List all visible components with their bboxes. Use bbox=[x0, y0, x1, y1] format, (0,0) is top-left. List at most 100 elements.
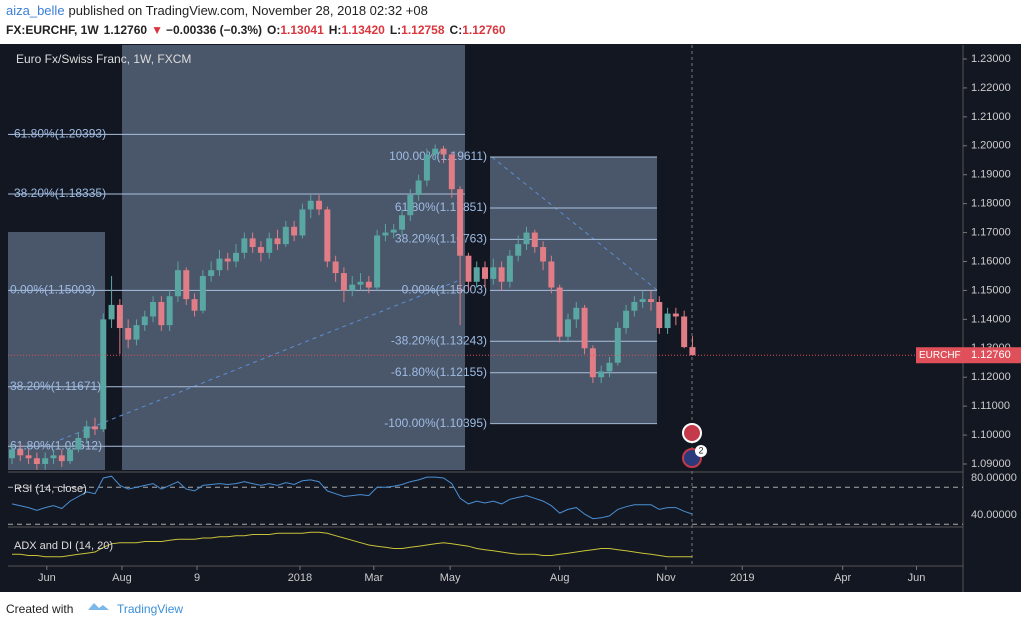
candle-body bbox=[672, 313, 679, 317]
fib-shade bbox=[122, 45, 465, 470]
trend-line bbox=[491, 156, 658, 291]
quote-line: FX:EURCHF, 1W 1.12760 ▼ −0.00336 (−0.3%) O:1… bbox=[6, 23, 506, 37]
candle-body bbox=[91, 426, 98, 430]
y-tick-label: 1.18000 bbox=[971, 198, 1011, 210]
y-tick-label: 1.10000 bbox=[971, 429, 1011, 441]
ohlc-value: 1.12760 bbox=[462, 23, 506, 37]
candle-body bbox=[241, 238, 248, 253]
candle-body bbox=[465, 255, 472, 282]
candle-body bbox=[515, 244, 522, 256]
y-tick-label: 1.12000 bbox=[971, 371, 1011, 383]
last-price: 1.12760 bbox=[971, 349, 1011, 361]
y-tick-label: 1.16000 bbox=[971, 255, 1011, 267]
ohlc-key: C: bbox=[450, 23, 463, 37]
candle-body bbox=[199, 275, 206, 311]
last-price-box bbox=[916, 347, 1021, 364]
fib-label: -38.20%(1.18335) bbox=[10, 186, 106, 200]
candle-body bbox=[67, 449, 74, 462]
candle-body bbox=[33, 458, 40, 465]
candle-body bbox=[17, 449, 24, 456]
rsi-line bbox=[11, 475, 693, 520]
candle-body bbox=[614, 328, 621, 363]
x-tick-label: Jun bbox=[908, 572, 926, 584]
adx-line bbox=[12, 531, 693, 558]
rsi-tick-label: 40.00000 bbox=[971, 509, 1017, 521]
ohlc-key: O: bbox=[267, 23, 280, 37]
x-tick-label: Aug bbox=[550, 572, 570, 584]
arrow: ▼ bbox=[151, 23, 163, 37]
candle-body bbox=[183, 270, 190, 300]
x-tick-label: 9 bbox=[194, 572, 200, 584]
candle-body bbox=[191, 299, 198, 311]
ohlc-value: 1.13041 bbox=[280, 23, 324, 37]
candle-body bbox=[573, 307, 580, 320]
candle-body bbox=[523, 232, 530, 245]
fib-label: -100.00%(1.10395) bbox=[384, 416, 487, 430]
candle-body bbox=[681, 316, 688, 348]
candle-body bbox=[548, 261, 555, 288]
y-tick-label: 1.21000 bbox=[971, 111, 1011, 123]
x-tick-label: May bbox=[440, 572, 461, 584]
candle-body bbox=[606, 362, 613, 372]
candle-body bbox=[100, 319, 107, 430]
fib-label: -38.20%(1.13243) bbox=[391, 333, 487, 347]
adx-title: ADX and DI (14, 20) bbox=[14, 540, 113, 552]
candle-body bbox=[440, 148, 447, 155]
ohlc-value: 1.12758 bbox=[401, 23, 445, 37]
fib-label: -61.80%(1.20393) bbox=[10, 127, 106, 141]
chart-title: Euro Fx/Swiss Franc, 1W, FXCM bbox=[16, 52, 191, 66]
x-tick-label: Mar bbox=[364, 572, 383, 584]
symbol: FX:EURCHF, 1W bbox=[6, 23, 99, 37]
last-symbol: EURCHF bbox=[919, 350, 961, 361]
ohlc-value: 1.13420 bbox=[341, 23, 385, 37]
candle-body bbox=[133, 325, 140, 340]
candle-body bbox=[399, 215, 406, 230]
ohlc-key: H: bbox=[329, 23, 342, 37]
candle-body bbox=[581, 307, 588, 349]
candle-body bbox=[365, 281, 372, 288]
candle-body bbox=[75, 437, 82, 450]
event-icon[interactable] bbox=[682, 423, 702, 443]
candle-body bbox=[390, 229, 397, 233]
x-tick-label: 2018 bbox=[288, 572, 312, 584]
candle-body bbox=[689, 347, 696, 356]
published: published on TradingView.com, November 2… bbox=[69, 3, 428, 18]
fib-label: 100.00%(1.19611) bbox=[389, 149, 487, 163]
candle-body bbox=[299, 209, 306, 236]
candle-body bbox=[556, 287, 563, 337]
candle-body bbox=[42, 458, 49, 465]
y-tick-label: 1.15000 bbox=[971, 284, 1011, 296]
candle-body bbox=[224, 258, 231, 262]
candle-body bbox=[506, 255, 513, 282]
fib-label: 0.00%(1.15003) bbox=[402, 283, 487, 297]
fib-label: 38.20%(1.11671) bbox=[10, 379, 101, 393]
author[interactable]: aiza_belle bbox=[6, 3, 65, 18]
candle-body bbox=[498, 267, 505, 282]
candle-body bbox=[332, 261, 339, 274]
candle-body bbox=[174, 270, 181, 297]
y-tick-label: 1.09000 bbox=[971, 458, 1011, 470]
candle-body bbox=[307, 200, 314, 210]
plot: 1.090001.100001.110001.120001.130001.140… bbox=[8, 53, 1021, 584]
footer-brand[interactable]: TradingView bbox=[117, 602, 183, 616]
fib-shade bbox=[8, 232, 105, 470]
y-tick-label: 1.19000 bbox=[971, 169, 1011, 181]
candle-body bbox=[482, 267, 489, 279]
ohlc-key: L: bbox=[390, 23, 401, 37]
candle-body bbox=[664, 313, 671, 329]
candle-body bbox=[647, 299, 654, 303]
y-tick-label: 1.11000 bbox=[971, 400, 1010, 412]
candle-body bbox=[423, 154, 430, 181]
x-tick-label: 2019 bbox=[730, 572, 754, 584]
candle-body bbox=[564, 319, 571, 337]
candle-body bbox=[282, 226, 289, 245]
y-tick-label: 1.23000 bbox=[971, 53, 1011, 65]
candle-body bbox=[150, 302, 157, 317]
candle-body bbox=[216, 258, 223, 271]
candle-body bbox=[357, 281, 364, 285]
candle-body bbox=[116, 304, 123, 329]
fib-label: 61.80%(1.09612) bbox=[10, 438, 102, 452]
footer-text: Created with bbox=[6, 602, 73, 616]
